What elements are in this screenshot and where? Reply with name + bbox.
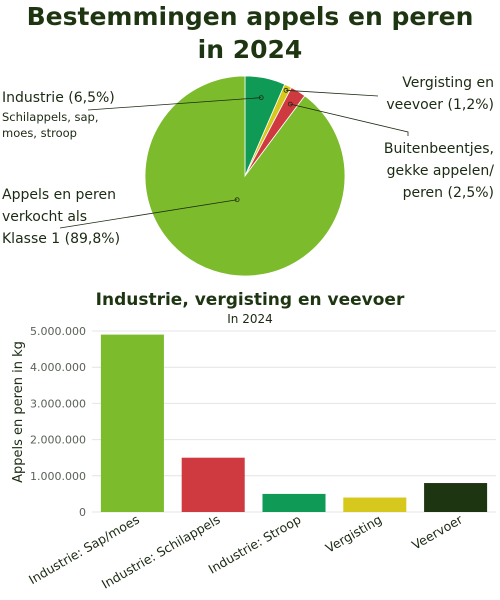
pie-slices [144,75,346,277]
pie-title-line1: Bestemmingen appels en peren [26,2,474,31]
bar-y-tick-label: 1.000.000 [30,470,86,483]
bar-x-tick-label: Vergisting [323,512,384,556]
leader-buitenbeentjes-line [290,103,409,136]
leader-industrie-dot [258,95,264,101]
bar-chart-title: Industrie, vergisting en veevoer [95,290,405,310]
label-buitenbeentjes: Buitenbeentjes, gekke appelen/ peren (2,… [384,138,494,204]
pie-title-line2: in 2024 [197,35,303,64]
leader-klasse1-line [59,199,238,229]
label-vergisting: Vergisting en veevoer (1,2%) [386,72,494,116]
label-buitenbeentjes-line1: Buitenbeentjes, [383,141,494,157]
label-buitenbeentjes-line3: peren (2,5%) [402,185,494,201]
label-klasse1: Appels en peren verkocht als Klasse 1 (8… [2,184,120,250]
bar-3 [343,497,407,512]
bar-y-tick-label: 4.000.000 [30,361,86,374]
label-industrie-sub2: moes, stroop [2,126,77,140]
label-industrie-sub1: Schilappels, sap, [2,110,99,124]
bar-y-axis-label: Appels en peren in kg [11,341,26,483]
pie-slice-3 [144,75,346,277]
bar-x-tick-label: Veervoer [409,511,466,552]
leader-buitenbeentjes-dot [287,101,293,107]
bar-2 [262,493,326,512]
bar-1 [181,457,245,512]
leader-vergisting-dot [283,87,289,93]
label-industrie: Industrie (6,5%) Schilappels, sap, moes,… [2,90,115,141]
label-industrie-title: Industrie (6,5%) [2,90,115,106]
leader-vergisting-line [285,89,379,97]
pie-leader-lines [59,87,409,229]
bar-y-tick-label: 0 [79,506,86,519]
bar-0 [100,334,164,512]
pie-chart-title: Bestemmingen appels en peren in 2024 [0,0,500,66]
leader-klasse1-dot [234,197,240,203]
label-vergisting-line1: Vergisting en [402,75,494,91]
label-klasse1-line3: Klasse 1 (89,8%) [2,231,121,247]
bar-chart-subtitle: In 2024 [227,312,273,326]
leader-industrie-line [87,97,262,111]
bar-y-tick-label: 2.000.000 [30,434,86,447]
bar-y-tick-label: 5.000.000 [30,325,86,338]
bar-y-tick-labels: 0 1.000.000 2.000.000 3.000.000 4.000.000 5.0… [30,325,86,519]
label-buitenbeentjes-line2: gekke appelen/ [386,163,494,179]
label-klasse1-line1: Appels en peren [2,187,116,203]
label-klasse1-line2: verkocht als [2,209,88,225]
bar-bars [100,334,488,512]
pie-chart [59,75,409,277]
bar-y-tick-label: 3.000.000 [30,397,86,410]
bar-4 [424,483,488,512]
label-vergisting-line2: veevoer (1,2%) [386,97,494,113]
